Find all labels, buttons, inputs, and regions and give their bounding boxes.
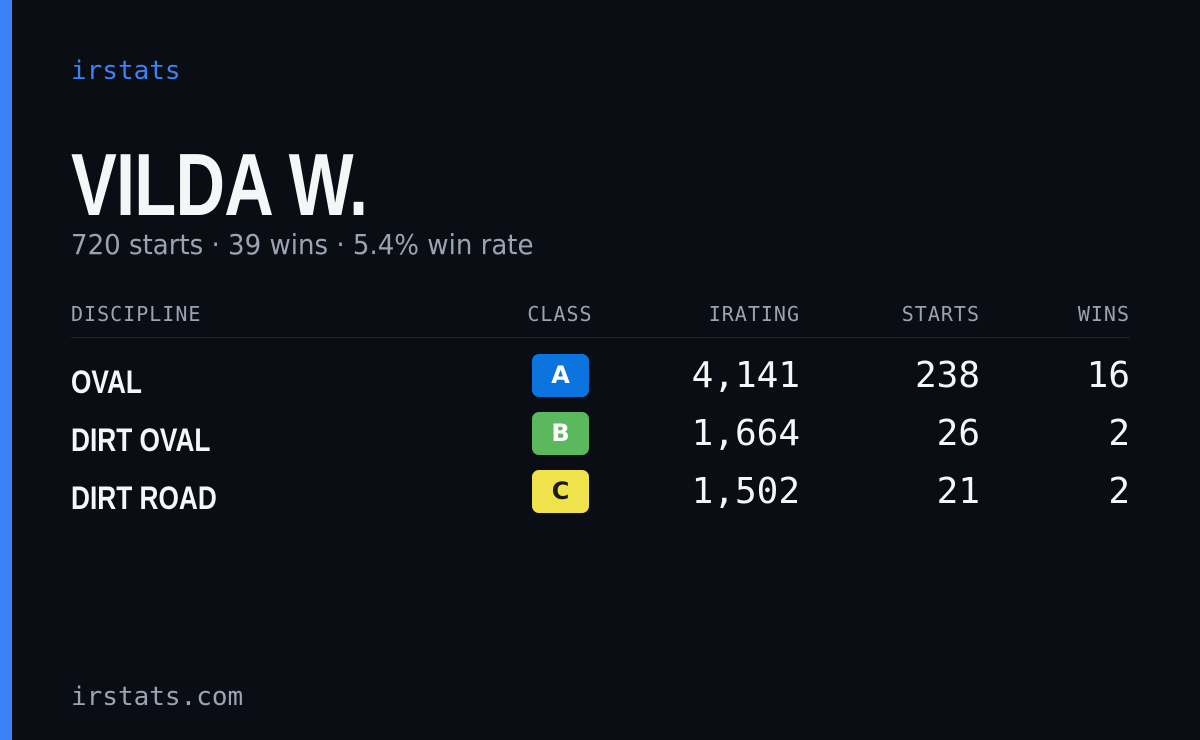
driver-name: VILDA W. (71, 135, 368, 234)
wins: 16 (1086, 355, 1130, 396)
column-header: STARTS (901, 302, 980, 326)
column-header: CLASS (527, 302, 593, 326)
column-header: IRATING (708, 302, 800, 326)
wins: 2 (1108, 471, 1130, 512)
class-badge: A (532, 354, 589, 397)
irating: 4,141 (691, 355, 800, 396)
footer: irstats.com (71, 682, 244, 712)
discipline: DIRT OVAL (71, 422, 211, 458)
starts: 26 (936, 413, 980, 454)
accent-bar (0, 0, 12, 740)
column-header: WINS (1077, 302, 1130, 326)
summary: 720 starts · 39 wins · 5.4% win rate (71, 228, 534, 261)
column-header: DISCIPLINE (71, 302, 202, 326)
irating: 1,664 (691, 413, 800, 454)
brand: irstats (71, 56, 181, 86)
discipline: DIRT ROAD (71, 480, 217, 516)
discipline: OVAL (71, 364, 142, 400)
starts: 238 (914, 355, 980, 396)
class-badge: C (532, 470, 589, 513)
starts: 21 (936, 471, 980, 512)
wins: 2 (1108, 413, 1130, 454)
header-rule (71, 337, 1130, 338)
class-badge: B (532, 412, 589, 455)
irating: 1,502 (691, 471, 800, 512)
